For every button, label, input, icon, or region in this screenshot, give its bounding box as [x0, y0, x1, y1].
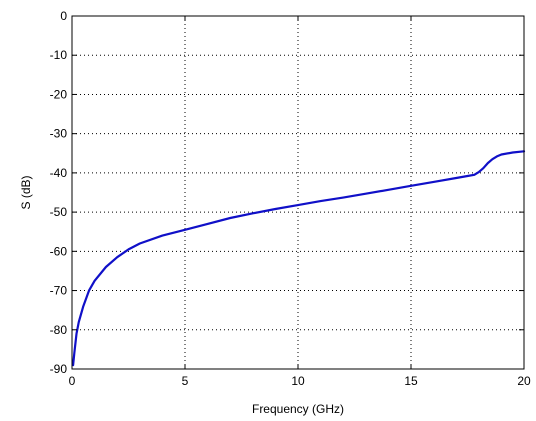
tick-marks: [71, 15, 525, 370]
x-axis-label: Frequency (GHz): [252, 402, 344, 416]
series-layer: [71, 150, 526, 367]
y-tick-label: -20: [50, 87, 68, 101]
y-tick-label: -70: [50, 284, 68, 298]
series-line: [71, 150, 526, 367]
y-tick-label: -10: [50, 48, 68, 62]
y-tick-label: -50: [50, 205, 68, 219]
x-tick-label: 15: [404, 374, 418, 388]
y-tick-label: -60: [50, 244, 68, 258]
grid-lines: [72, 16, 524, 369]
tick-labels: 0 5 10 15 20 0 -10 -20 -30 -40 -50 -60 -70 -80 -90: [50, 9, 531, 388]
y-tick-label: 0: [60, 9, 67, 23]
x-tick-label: 5: [182, 374, 189, 388]
y-tick-label: -80: [50, 323, 68, 337]
x-tick-label: 10: [291, 374, 305, 388]
y-tick-label: -90: [50, 362, 68, 376]
y-tick-label: -30: [50, 127, 68, 141]
y-axis-label: S (dB): [19, 175, 33, 209]
x-tick-label: 0: [69, 374, 76, 388]
x-tick-label: 20: [517, 374, 531, 388]
y-tick-label: -40: [50, 166, 68, 180]
